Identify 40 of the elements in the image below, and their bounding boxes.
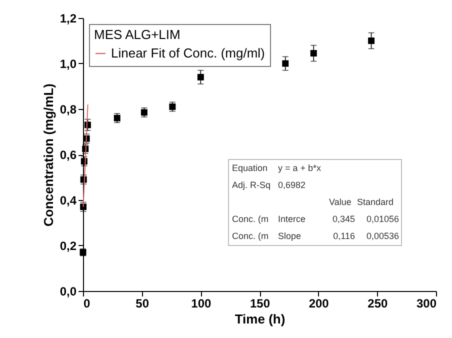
point [368,38,375,44]
point [140,109,148,116]
y-tick-label: 0,0 [60,284,77,298]
point [80,204,87,210]
annotation: 0,6982 [278,179,306,192]
annotation: 0,01056 [365,213,399,226]
annotation: 0,00536 [365,230,399,243]
y-tick-label: 0,8 [60,102,77,116]
annotation: Adj. R-Sq [232,179,271,192]
x-tick-label: 0 [84,296,90,310]
annotation: 0,345 [331,213,355,226]
y-axis-title: Concentration (mg/mL) [40,84,56,226]
y-tick-label: 0,6 [60,148,77,162]
point [310,50,317,57]
y-tick-label: 0,2 [60,239,77,253]
x-tick-label: 150 [250,296,270,310]
y-tick-label: 1,0 [60,57,77,71]
x-axis-title: Time (h) [234,312,286,326]
point [197,74,204,80]
y-tick-label: 0,4 [60,194,77,208]
annotation: Conc. (m [232,213,269,226]
x-tick-label: 50 [136,296,150,310]
annotation: Conc. (m [232,230,269,243]
legend-label: Linear Fit of Conc. (mg/ml) [111,46,265,60]
legend-title: MES ALG+LIM [94,27,180,42]
annotation: 0,116 [332,230,355,243]
annotation: Interce [278,213,306,226]
annotation: Equation [232,162,268,175]
point [169,103,176,110]
point [114,114,120,122]
annotation: Slope [278,230,302,243]
annotation: y = a + b*x [278,162,322,175]
x-tick-label: 250 [368,296,388,310]
x-tick-label: 100 [191,296,212,310]
x-tick-label: 200 [308,296,330,310]
point [282,60,289,67]
y-tick-label: 1,2 [60,12,77,26]
annotation: Standard [357,196,394,209]
annotation: Value [329,196,352,209]
x-tick-label: 300 [416,296,437,310]
